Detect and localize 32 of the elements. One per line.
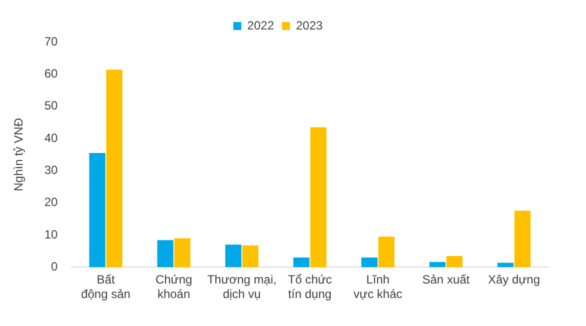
y-tick-label: 0 (51, 260, 58, 274)
bar (361, 258, 378, 268)
y-tick-label: 20 (44, 195, 58, 210)
bar (174, 238, 190, 268)
x-tick-label: Chứng khoán (155, 272, 192, 302)
y-tick-label: 10 (44, 227, 58, 242)
bar (429, 262, 446, 268)
bar (514, 210, 531, 268)
y-tick-label: 40 (44, 130, 58, 145)
bar (293, 258, 310, 268)
bar (225, 244, 242, 268)
bar (446, 256, 463, 268)
y-axis-title: Nghìn tỷ VNĐ (12, 118, 26, 192)
bar (106, 70, 122, 268)
bar (497, 262, 514, 268)
bar (310, 127, 326, 268)
bar (157, 240, 174, 268)
x-tick-label: Tổ chức tín dụng (288, 272, 332, 302)
legend-label: 2023 (296, 18, 324, 32)
x-tick-label: Bất động sản (81, 272, 130, 302)
y-tick-label: 70 (44, 34, 58, 48)
y-tick-label: 60 (44, 66, 58, 80)
y-tick-label: 30 (44, 163, 58, 177)
bar (89, 152, 106, 268)
x-tick-label: Xây dựng (488, 272, 540, 287)
legend-label: 2022 (247, 18, 274, 32)
y-tick-label: 50 (44, 98, 58, 113)
bar (378, 236, 394, 268)
x-tick-label: Sản xuất (422, 272, 470, 287)
x-tick-label: Lĩnh vực khác (354, 272, 402, 302)
x-tick-label: Thương mại, dịch vụ (207, 272, 276, 302)
bar (242, 245, 258, 268)
